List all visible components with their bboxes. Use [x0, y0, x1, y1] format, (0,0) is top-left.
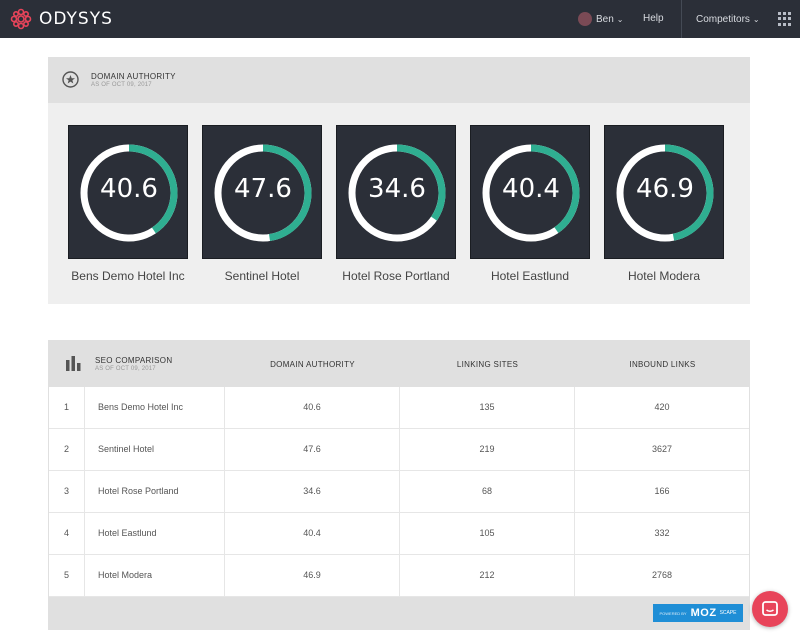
moz-badge-logo: MOZ: [690, 607, 717, 619]
nav-divider: [681, 0, 682, 38]
row-domain-authority: 34.6: [225, 471, 400, 512]
competitors-label: Competitors: [696, 13, 750, 25]
row-domain-authority: 40.4: [225, 513, 400, 554]
app-logo[interactable]: ODYSYS: [10, 7, 113, 31]
domain-authority-title: DOMAIN AUTHORITY: [91, 72, 176, 81]
competitors-menu[interactable]: Competitors ⌄: [696, 0, 760, 38]
app-name: ODYSYS: [39, 9, 113, 29]
authority-card: 40.6 Bens Demo Hotel Inc: [68, 125, 188, 283]
row-domain-authority: 40.6: [225, 387, 400, 428]
authority-gauge: 40.4: [470, 125, 590, 259]
seo-comparison-panel: SEO COMPARISON AS OF OCT 09, 2017 DOMAIN…: [48, 340, 750, 630]
authority-gauge: 46.9: [604, 125, 724, 259]
authority-card: 46.9 Hotel Modera: [604, 125, 724, 283]
row-linking-sites: 105: [400, 513, 575, 554]
row-hotel-name: Hotel Eastlund: [85, 513, 225, 554]
row-linking-sites: 219: [400, 429, 575, 470]
gauge-ring: [482, 144, 580, 242]
authority-hotel-name: Hotel Rose Portland: [342, 269, 450, 283]
row-rank: 2: [49, 429, 85, 470]
chat-launcher-button[interactable]: [752, 591, 788, 627]
top-navigation-bar: ODYSYS Ben ⌄ Help Competitors ⌄: [0, 0, 800, 38]
domain-authority-header: DOMAIN AUTHORITY AS OF OCT 09, 2017: [48, 57, 750, 103]
gauge-ring: [214, 144, 312, 242]
authority-gauge: 47.6: [202, 125, 322, 259]
gauge-ring: [348, 144, 446, 242]
moz-badge-prefix: POWERED BY: [659, 610, 687, 616]
help-link[interactable]: Help: [643, 13, 664, 24]
row-domain-authority: 47.6: [225, 429, 400, 470]
seo-comparison-date: AS OF OCT 09, 2017: [95, 366, 156, 372]
authority-value: 46.9: [636, 174, 694, 204]
authority-card: 47.6 Sentinel Hotel: [202, 125, 322, 283]
user-name: Ben: [596, 13, 614, 25]
row-hotel-name: Hotel Modera: [85, 555, 225, 596]
row-linking-sites: 135: [400, 387, 575, 428]
row-domain-authority: 46.9: [225, 555, 400, 596]
authority-hotel-name: Bens Demo Hotel Inc: [71, 269, 185, 283]
star-circle-icon: [62, 71, 79, 88]
gauge-ring: [616, 144, 714, 242]
domain-authority-panel: DOMAIN AUTHORITY AS OF OCT 09, 2017 40.6…: [48, 57, 750, 304]
gauge-ring: [80, 144, 178, 242]
odysys-logo-icon: [10, 8, 32, 30]
row-hotel-name: Bens Demo Hotel Inc: [85, 387, 225, 428]
user-avatar: [578, 12, 592, 26]
domain-authority-date: AS OF OCT 09, 2017: [91, 82, 152, 88]
chevron-down-icon: ⌄: [752, 14, 760, 24]
row-inbound-links: 332: [654, 528, 670, 538]
authority-card: 40.4 Hotel Eastlund: [470, 125, 590, 283]
bar-chart-icon: [66, 356, 81, 371]
seo-comparison-title: SEO COMPARISON: [95, 356, 173, 365]
table-row: 3 Hotel Rose Portland 34.6 68 166: [49, 471, 749, 513]
column-header-linking-sites[interactable]: LINKING SITES: [456, 360, 519, 369]
chat-icon: [762, 601, 778, 616]
authority-value: 40.6: [100, 174, 158, 204]
row-linking-sites: 68: [400, 471, 575, 512]
authority-hotel-name: Hotel Modera: [627, 269, 701, 283]
user-menu[interactable]: Ben ⌄: [578, 0, 624, 38]
row-rank: 1: [49, 387, 85, 428]
table-row: 2 Sentinel Hotel 47.6 219 3627: [49, 429, 749, 471]
row-inbound-links: 3627: [651, 444, 673, 454]
seo-comparison-header: SEO COMPARISON AS OF OCT 09, 2017 DOMAIN…: [49, 341, 749, 387]
row-inbound-links: 420: [654, 402, 670, 412]
authority-card: 34.6 Hotel Rose Portland: [336, 125, 456, 283]
table-row: 4 Hotel Eastlund 40.4 105 332: [49, 513, 749, 555]
authority-value: 34.6: [368, 174, 426, 204]
row-hotel-name: Hotel Rose Portland: [85, 471, 225, 512]
row-rank: 3: [49, 471, 85, 512]
table-row: 5 Hotel Modera 46.9 212 2768: [49, 555, 749, 597]
row-rank: 4: [49, 513, 85, 554]
row-rank: 5: [49, 555, 85, 596]
moz-scape-badge[interactable]: POWERED BY MOZ SCAPE: [653, 604, 743, 622]
row-inbound-links: 2768: [651, 570, 673, 580]
authority-value: 47.6: [234, 174, 292, 204]
authority-gauge: 40.6: [68, 125, 188, 259]
row-inbound-links: 166: [654, 486, 670, 496]
authority-hotel-name: Sentinel Hotel: [224, 269, 300, 283]
table-row: 1 Bens Demo Hotel Inc 40.6 135 420: [49, 387, 749, 429]
authority-value: 40.4: [502, 174, 560, 204]
apps-grid-icon[interactable]: [778, 12, 792, 26]
authority-gauge: 34.6: [336, 125, 456, 259]
moz-badge-suffix: SCAPE: [719, 610, 737, 616]
chevron-down-icon: ⌄: [616, 14, 624, 24]
seo-comparison-footer: POWERED BY MOZ SCAPE: [49, 597, 749, 629]
row-linking-sites: 212: [400, 555, 575, 596]
authority-hotel-name: Hotel Eastlund: [490, 269, 570, 283]
column-header-inbound-links[interactable]: INBOUND LINKS: [629, 360, 696, 369]
row-hotel-name: Sentinel Hotel: [85, 429, 225, 470]
authority-cards: 40.6 Bens Demo Hotel Inc 47.6 Sentinel H…: [68, 125, 730, 285]
column-header-domain-authority[interactable]: DOMAIN AUTHORITY: [270, 360, 355, 369]
